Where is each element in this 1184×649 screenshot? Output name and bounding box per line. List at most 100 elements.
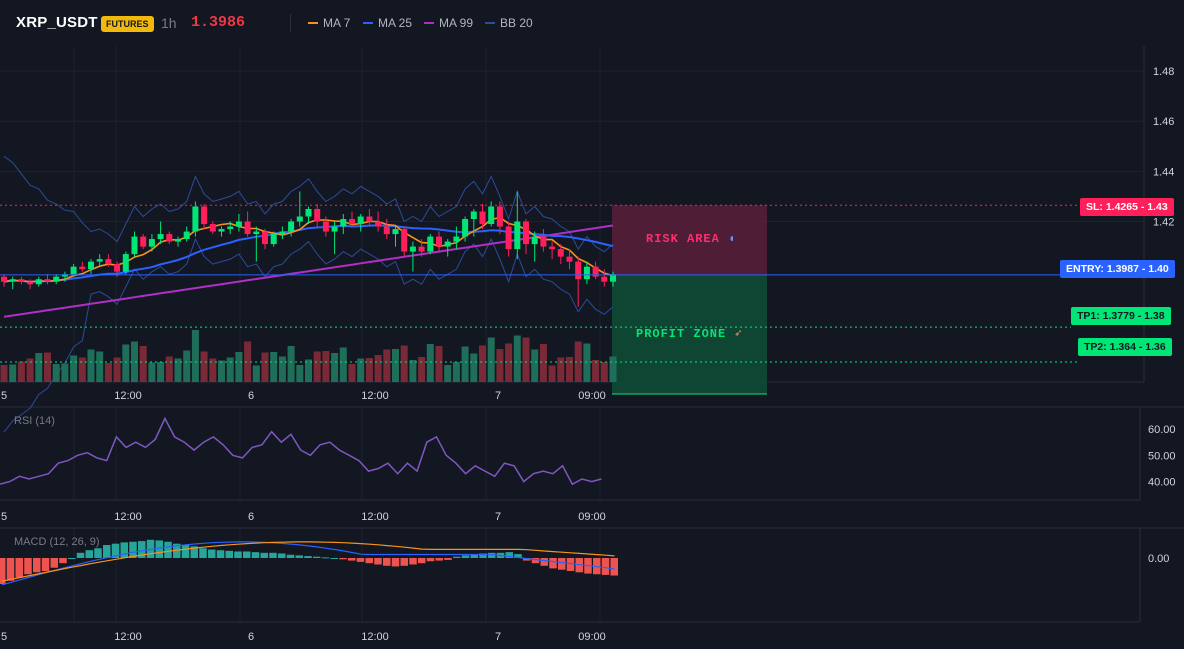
tp1-tag[interactable]: TP1: 1.3779 - 1.38 [1071,307,1171,325]
volume-bar [548,365,556,382]
candle-body [349,219,355,225]
macd-hist-bar [286,554,295,558]
entry-tag[interactable]: ENTRY: 1.3987 - 1.40 [1060,260,1175,278]
candle-body [392,229,399,235]
macd-hist-bar [549,558,557,569]
volume-bar [374,355,382,382]
macd-hist-bar [59,558,67,564]
candle-body [296,216,303,222]
candle-body [453,236,460,242]
macd-label[interactable]: MACD (12, 26, 9) [14,536,100,548]
time-tick-label: 5 [1,511,7,523]
macd-hist-bar [24,558,32,575]
volume-bar [531,349,539,382]
volume-bar [191,330,199,382]
volume-bar [452,362,460,382]
macd-hist-bar [234,551,242,558]
time-tick-label: 6 [248,390,254,402]
volume-bar [78,357,86,382]
legend-ma25[interactable]: MA 25 [363,16,412,30]
candle-body [575,261,582,280]
candle-body [418,246,425,252]
tp1-axis-value: 1.38 [1144,310,1165,322]
symbol-name[interactable]: XRP_USDT [16,14,98,31]
candle-body [201,206,208,225]
time-tick-label: 09:00 [578,631,606,643]
interval-selector[interactable]: 1h [161,15,177,31]
ma7-swatch [308,22,318,24]
volume-bar [539,344,547,382]
macd-hist-bar [216,550,225,558]
candle-body [262,231,268,245]
macd-hist-bar [514,554,522,558]
sl-tag[interactable]: SL: 1.4265 - 1.43 [1080,198,1174,216]
macd-tick-label: 0.00 [1148,553,1169,565]
volume-bar [17,361,25,382]
macd-hist-bar [479,553,487,558]
candle-body [314,208,321,222]
volume-bar [200,351,208,382]
candle-body [592,266,599,277]
candle-body [505,226,512,250]
volume-bar [444,365,452,382]
legend-ma99[interactable]: MA 99 [424,16,473,30]
macd-hist-bar [41,558,50,571]
candle-body [383,226,390,235]
candle-body [1,276,7,282]
macd-hist-bar [278,553,286,558]
candle-body [122,254,129,272]
rsi-label[interactable]: RSI (14) [14,415,55,427]
macd-hist-bar [260,552,268,558]
price-tick-label: 1.42 [1153,217,1174,229]
candle-body [157,234,164,240]
candle-body [409,246,416,252]
macd-hist-bar [610,558,618,576]
candle-body [583,266,590,280]
volume-bar [496,349,504,382]
macd-hist-bar [190,546,198,558]
candle-body [279,231,286,235]
volume-bar [322,351,330,382]
rocket-icon: ➶ [734,327,743,341]
volume-bar [209,358,217,382]
legend-ma7[interactable]: MA 7 [308,16,350,30]
macd-hist-bar [418,558,426,564]
candle-body [166,234,173,242]
volume-bar [557,357,565,382]
volume-bar [513,335,521,382]
volume-bar [487,337,495,382]
volume-bar [400,345,408,382]
tp2-tag-label: TP2: 1.364 [1084,341,1136,353]
candle-body [523,221,529,245]
candle-body [148,239,155,247]
macd-hist-bar [164,541,172,558]
macd-hist-bar [339,558,347,560]
candle-body [27,281,34,285]
risk-zone [612,205,767,275]
rsi-tick-label: 60.00 [1148,424,1176,436]
time-tick-label: 7 [495,511,501,523]
macd-hist-bar [409,558,417,565]
volume-bar [104,363,112,382]
risk-area-label: RISK AREA ◖ [646,232,736,246]
volume-bar [113,357,121,382]
volume-bar [583,343,591,382]
volume-bar [139,346,147,382]
candle-body [270,234,277,245]
volume-bar [261,352,269,382]
macd-hist-bar [85,550,93,558]
candlesticks [1,191,616,307]
macd-hist-bar [566,558,575,571]
trade-zones [612,205,767,395]
tp2-tag[interactable]: TP2: 1.364 - 1.36 [1078,338,1172,356]
profit-zone [612,274,767,394]
volume-bar [357,358,365,382]
volume-bar [348,364,356,382]
volume-bar [87,349,95,382]
candle-body [114,264,121,272]
legend-bb20[interactable]: BB 20 [485,16,533,30]
candle-body [479,211,486,225]
macd-hist-bar [68,558,76,559]
macd-pane: 0.00 [0,539,1169,586]
